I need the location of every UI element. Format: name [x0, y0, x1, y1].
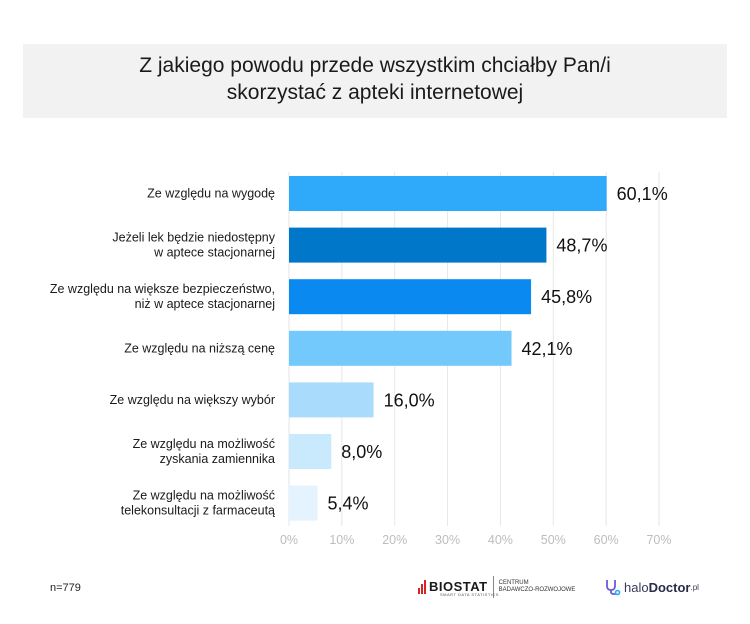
title-background — [23, 44, 727, 118]
x-tick-label: 0% — [280, 533, 298, 547]
value-label: 48,7% — [556, 236, 607, 256]
biostat-caption: CENTRUM BADAWCZO-ROZWOJOWE — [498, 580, 576, 593]
value-label: 8,0% — [341, 442, 382, 462]
biostat-bars-icon — [418, 580, 426, 594]
biostat-tagline: SMART DATA STATISTICS — [440, 592, 499, 597]
biostat-name: BIOSTAT — [429, 579, 488, 594]
bar — [289, 330, 512, 366]
x-tick-label: 50% — [541, 533, 566, 547]
category-label: Jeżeli lek będzie niedostępny w aptece st… — [112, 231, 275, 260]
stethoscope-icon — [606, 580, 621, 596]
x-tick-label: 30% — [435, 533, 460, 547]
category-label: Ze względu na możliwość zyskania zamienni… — [133, 437, 275, 466]
bar — [289, 382, 374, 418]
biostat-logo: BIOSTAT SMART DATA STATISTICS CENTRUM BA… — [418, 575, 575, 599]
sample-size: n=779 — [50, 582, 81, 594]
category-label: Ze względu na większy wybór — [110, 393, 275, 407]
category-label: Ze względu na większe bezpieczeństwo, niż… — [50, 282, 275, 311]
x-tick-label: 60% — [594, 533, 619, 547]
halodoctor-logo: halo Doctor .pl — [603, 575, 699, 599]
category-label: Ze względu na niższą cenę — [124, 341, 275, 355]
value-label: 16,0% — [384, 390, 435, 410]
value-label: 60,1% — [617, 184, 668, 204]
category-label: Ze względu na możliwość telekonsultacji z… — [121, 489, 275, 518]
category-label: Ze względu na wygodę — [147, 187, 275, 201]
bar — [289, 434, 332, 469]
halo-name: Doctor — [648, 579, 691, 595]
x-tick-label: 20% — [382, 533, 407, 547]
chart-title: Z jakiego powodu przede wszystkim chciał… — [139, 54, 611, 104]
x-tick-label: 70% — [646, 533, 671, 547]
value-label: 5,4% — [328, 494, 369, 514]
halo-prefix: halo — [624, 579, 649, 595]
bar — [289, 279, 532, 315]
value-label: 42,1% — [522, 339, 573, 359]
bar — [289, 227, 547, 263]
x-tick-label: 40% — [488, 533, 513, 547]
x-tick-label: 10% — [329, 533, 354, 547]
bar — [289, 485, 318, 521]
logo-divider — [492, 576, 494, 598]
bar — [289, 176, 607, 211]
halo-suffix: .pl — [690, 582, 699, 592]
value-label: 45,8% — [541, 287, 592, 307]
